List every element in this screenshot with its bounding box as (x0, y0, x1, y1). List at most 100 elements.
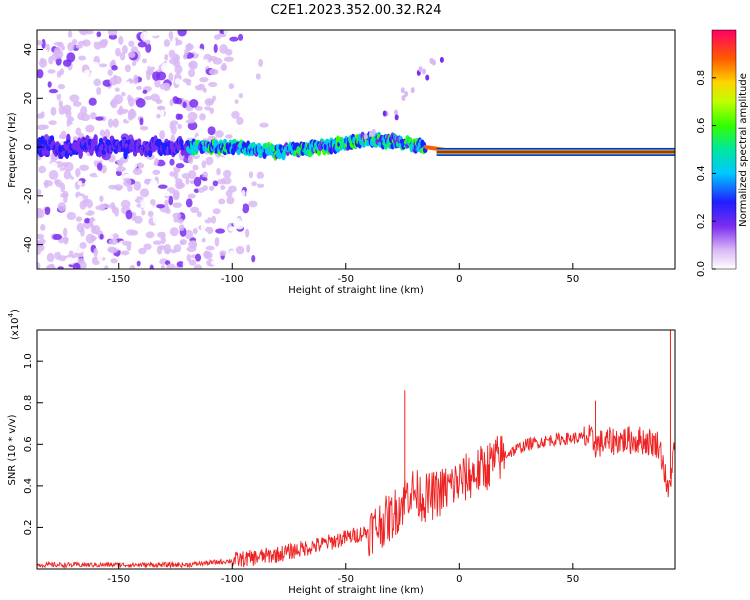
heatmap-cell (71, 120, 81, 125)
heatmap-cell (129, 194, 137, 201)
heatmap-cell (185, 198, 193, 208)
heatmap-cell (229, 36, 239, 42)
heatmap-cell (62, 59, 72, 67)
heatmap-cell (410, 87, 415, 94)
heatmap-cell (47, 69, 56, 74)
heatmap-cell (37, 91, 44, 97)
heatmap-cell (152, 214, 160, 225)
heatmap-cell (177, 123, 182, 130)
heatmap-cell (148, 62, 155, 68)
heatmap-cell (37, 244, 45, 252)
heatmap-cell (128, 40, 135, 47)
heatmap-cell (97, 150, 102, 158)
heatmap-cell (40, 111, 45, 118)
heatmap-cell (220, 184, 226, 190)
heatmap-cell (363, 133, 368, 140)
heatmap-cell (92, 156, 103, 161)
heatmap-cell (137, 175, 148, 180)
heatmap-cell (108, 118, 114, 128)
heatmap-cell (149, 264, 154, 269)
heatmap-cell (77, 40, 87, 46)
heatmap-cell (219, 250, 227, 256)
heatmap-cell (124, 64, 131, 73)
heatmap-cell (96, 86, 102, 96)
heatmap-cell (56, 218, 63, 228)
heatmap-cell (142, 89, 148, 94)
heatmap-cell (206, 99, 215, 104)
heatmap-cell (187, 169, 197, 180)
heatmap-cell (133, 92, 139, 98)
heatmap-cell (42, 139, 48, 147)
heatmap-cell (79, 200, 87, 210)
heatmap-cell (166, 263, 176, 269)
heatmap-cell (137, 162, 145, 169)
heatmap-cell (84, 217, 91, 224)
heatmap-cell (41, 38, 46, 49)
heatmap-cell (177, 113, 183, 120)
heatmap-cell (89, 89, 96, 99)
scale-exponent: 4 (7, 312, 15, 317)
heatmap-cell (79, 260, 87, 269)
heatmap-cell (393, 109, 398, 116)
heatmap-cell (75, 127, 82, 136)
colorbar-tick-label: 0.0 (696, 261, 707, 277)
heatmap-cell (40, 172, 48, 182)
heatmap-cell (115, 244, 122, 251)
heatmap-cell (251, 181, 257, 187)
heatmap-ylabel: Frequency (Hz) (7, 112, 18, 188)
heatmap-cell (211, 215, 217, 224)
heatmap-cell (129, 68, 136, 78)
colorbar-tick-label: 0.2 (696, 213, 707, 229)
heatmap-cell (404, 90, 409, 97)
heatmap-cell (235, 245, 245, 255)
heatmap-cell (107, 228, 116, 236)
heatmap-cell (52, 233, 62, 240)
heatmap-cell (60, 130, 67, 140)
heatmap-cell (425, 74, 430, 81)
svg-text:(x104): (x104) (7, 309, 21, 340)
y-tick-label: 0 (23, 144, 34, 150)
heatmap-cell (174, 64, 183, 75)
heatmap-cell (192, 164, 199, 171)
x-tick-label: -150 (107, 274, 130, 285)
heatmap-cell (79, 241, 87, 249)
heatmap-cell (67, 199, 73, 208)
heatmap-cell (236, 116, 244, 125)
heatmap-cell (196, 211, 202, 218)
heatmap-cell (37, 189, 42, 195)
heatmap-cell (123, 31, 132, 36)
heatmap-cell (158, 245, 166, 250)
snr-panel: -150 -100 -50 0 50 0.2 0.4 0.6 0.8 1.0 Height of … (7, 309, 676, 596)
heatmap-cell (207, 126, 216, 136)
heatmap-cell (88, 97, 97, 106)
y-tick-label: 0.2 (23, 519, 34, 535)
heatmap-cell (62, 221, 70, 226)
heatmap-cell (257, 178, 265, 185)
heatmap-cell (186, 42, 192, 52)
heatmap-cell (121, 45, 128, 54)
heatmap-cell (108, 144, 113, 153)
heatmap-cell (179, 139, 184, 146)
y-tick-label: -40 (23, 236, 34, 252)
heatmap-cell (205, 245, 215, 251)
heatmap-cell (217, 157, 224, 164)
heatmap-cell (223, 56, 234, 62)
heatmap-cell (242, 203, 250, 214)
heatmap-cell (40, 224, 46, 231)
heatmap-cell (160, 109, 165, 118)
heatmap-cell (72, 30, 80, 38)
heatmap-cell (201, 237, 206, 243)
heatmap-cell (93, 247, 99, 257)
heatmap-cell (132, 167, 143, 176)
heatmap-cell (182, 53, 188, 60)
heatmap-cell (150, 32, 159, 37)
heatmap-cell (107, 30, 118, 36)
heatmap-cell (190, 79, 201, 86)
heatmap-cell (144, 164, 151, 175)
y-tick-label: 40 (23, 43, 34, 56)
heatmap-cell (225, 48, 233, 56)
heatmap-cell (164, 54, 169, 61)
heatmap-cell (45, 149, 51, 156)
heatmap-cell (72, 136, 79, 141)
heatmap-cell (37, 40, 43, 46)
